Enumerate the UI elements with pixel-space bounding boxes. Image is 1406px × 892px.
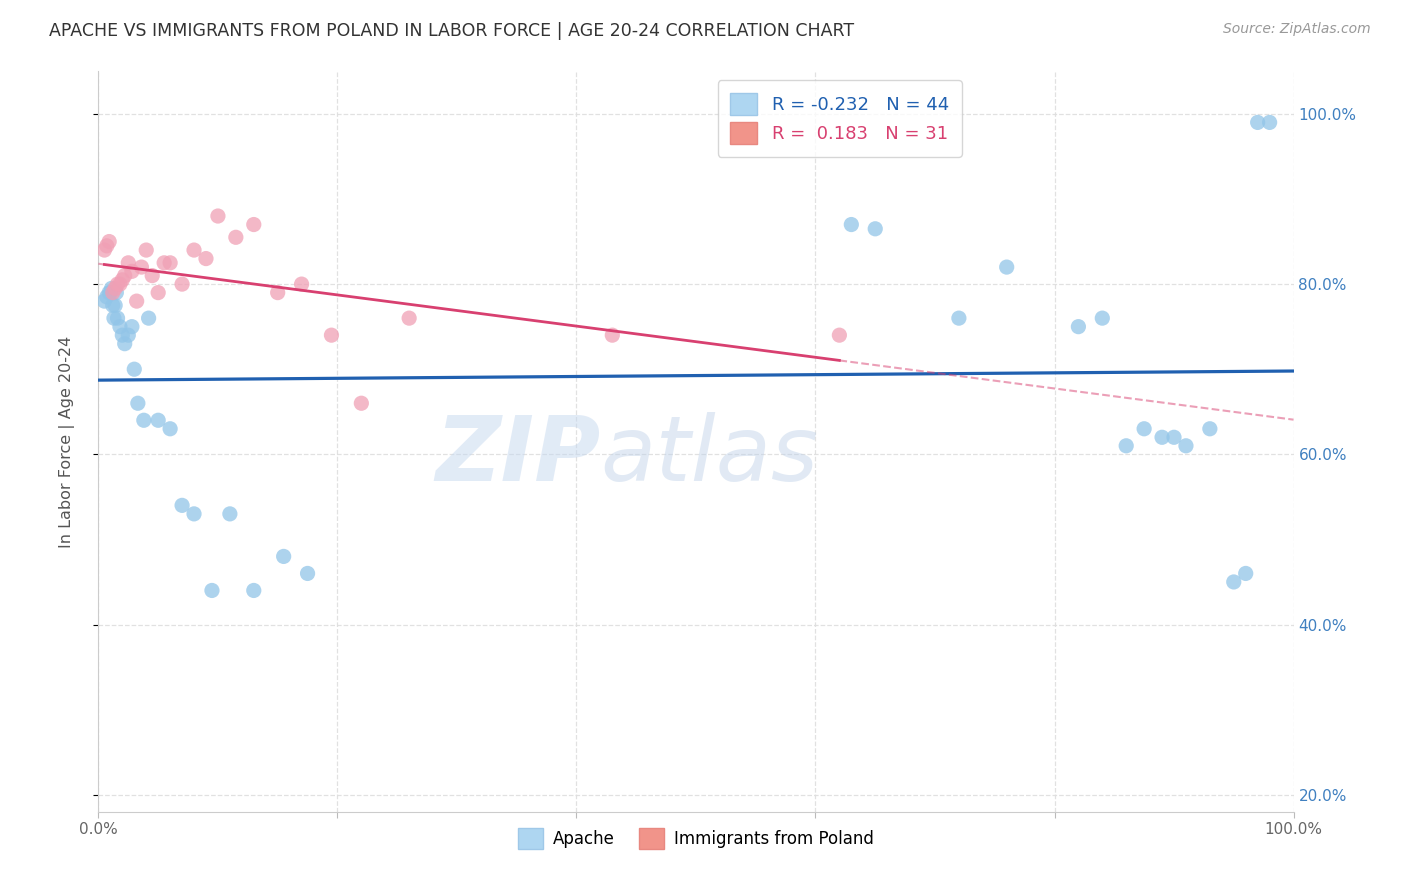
Point [111,328,134,343]
Point [108,319,131,334]
Point [1133,422,1156,436]
Text: atlas: atlas [600,412,818,500]
Point [225,230,247,244]
Point [159,256,181,270]
Point [111,273,134,287]
Point [1163,430,1185,444]
Point [1152,430,1174,444]
Point [1247,115,1270,129]
Point [995,260,1018,274]
Point [103,311,125,326]
Point [100,281,122,295]
Point [121,264,143,278]
Point [101,285,124,300]
Point [153,256,176,270]
Point [1223,574,1246,589]
Point [865,221,887,235]
Point [398,311,420,326]
Text: APACHE VS IMMIGRANTS FROM POLAND IN LABOR FORCE | AGE 20-24 CORRELATION CHART: APACHE VS IMMIGRANTS FROM POLAND IN LABO… [49,22,855,40]
Y-axis label: In Labor Force | Age 20-24: In Labor Force | Age 20-24 [59,335,75,548]
Point [291,277,314,292]
Point [602,328,624,343]
Text: ZIP: ZIP [434,412,600,500]
Point [104,298,127,312]
Point [828,328,851,343]
Point [98,235,121,249]
Point [172,499,194,513]
Point [117,256,139,270]
Point [273,549,295,564]
Point [138,311,160,326]
Point [1067,319,1090,334]
Point [297,566,319,581]
Point [93,243,115,257]
Point [121,319,143,334]
Point [98,285,122,300]
Point [127,396,149,410]
Point [1258,115,1281,129]
Point [195,252,218,266]
Point [96,239,118,253]
Point [96,290,118,304]
Point [101,298,124,312]
Point [1091,311,1114,326]
Point [132,413,155,427]
Point [207,209,229,223]
Point [131,260,153,274]
Point [135,243,157,257]
Point [841,218,863,232]
Point [98,285,121,300]
Point [243,218,266,232]
Point [1175,439,1198,453]
Point [107,277,129,292]
Point [108,277,131,292]
Point [350,396,373,410]
Point [114,336,136,351]
Point [114,268,136,283]
Point [104,281,127,295]
Point [183,243,205,257]
Point [243,583,266,598]
Point [93,294,115,309]
Point [183,507,205,521]
Point [124,362,146,376]
Point [117,328,139,343]
Point [107,311,129,326]
Point [201,583,224,598]
Point [159,422,181,436]
Legend: Apache, Immigrants from Poland: Apache, Immigrants from Poland [510,822,882,855]
Point [141,268,163,283]
Point [267,285,290,300]
Point [125,294,148,309]
Point [172,277,194,292]
Point [105,285,128,300]
Point [219,507,242,521]
Point [1234,566,1257,581]
Point [1199,422,1222,436]
Point [148,413,170,427]
Point [321,328,343,343]
Text: Source: ZipAtlas.com: Source: ZipAtlas.com [1223,22,1371,37]
Point [148,285,170,300]
Point [1115,439,1137,453]
Point [948,311,970,326]
